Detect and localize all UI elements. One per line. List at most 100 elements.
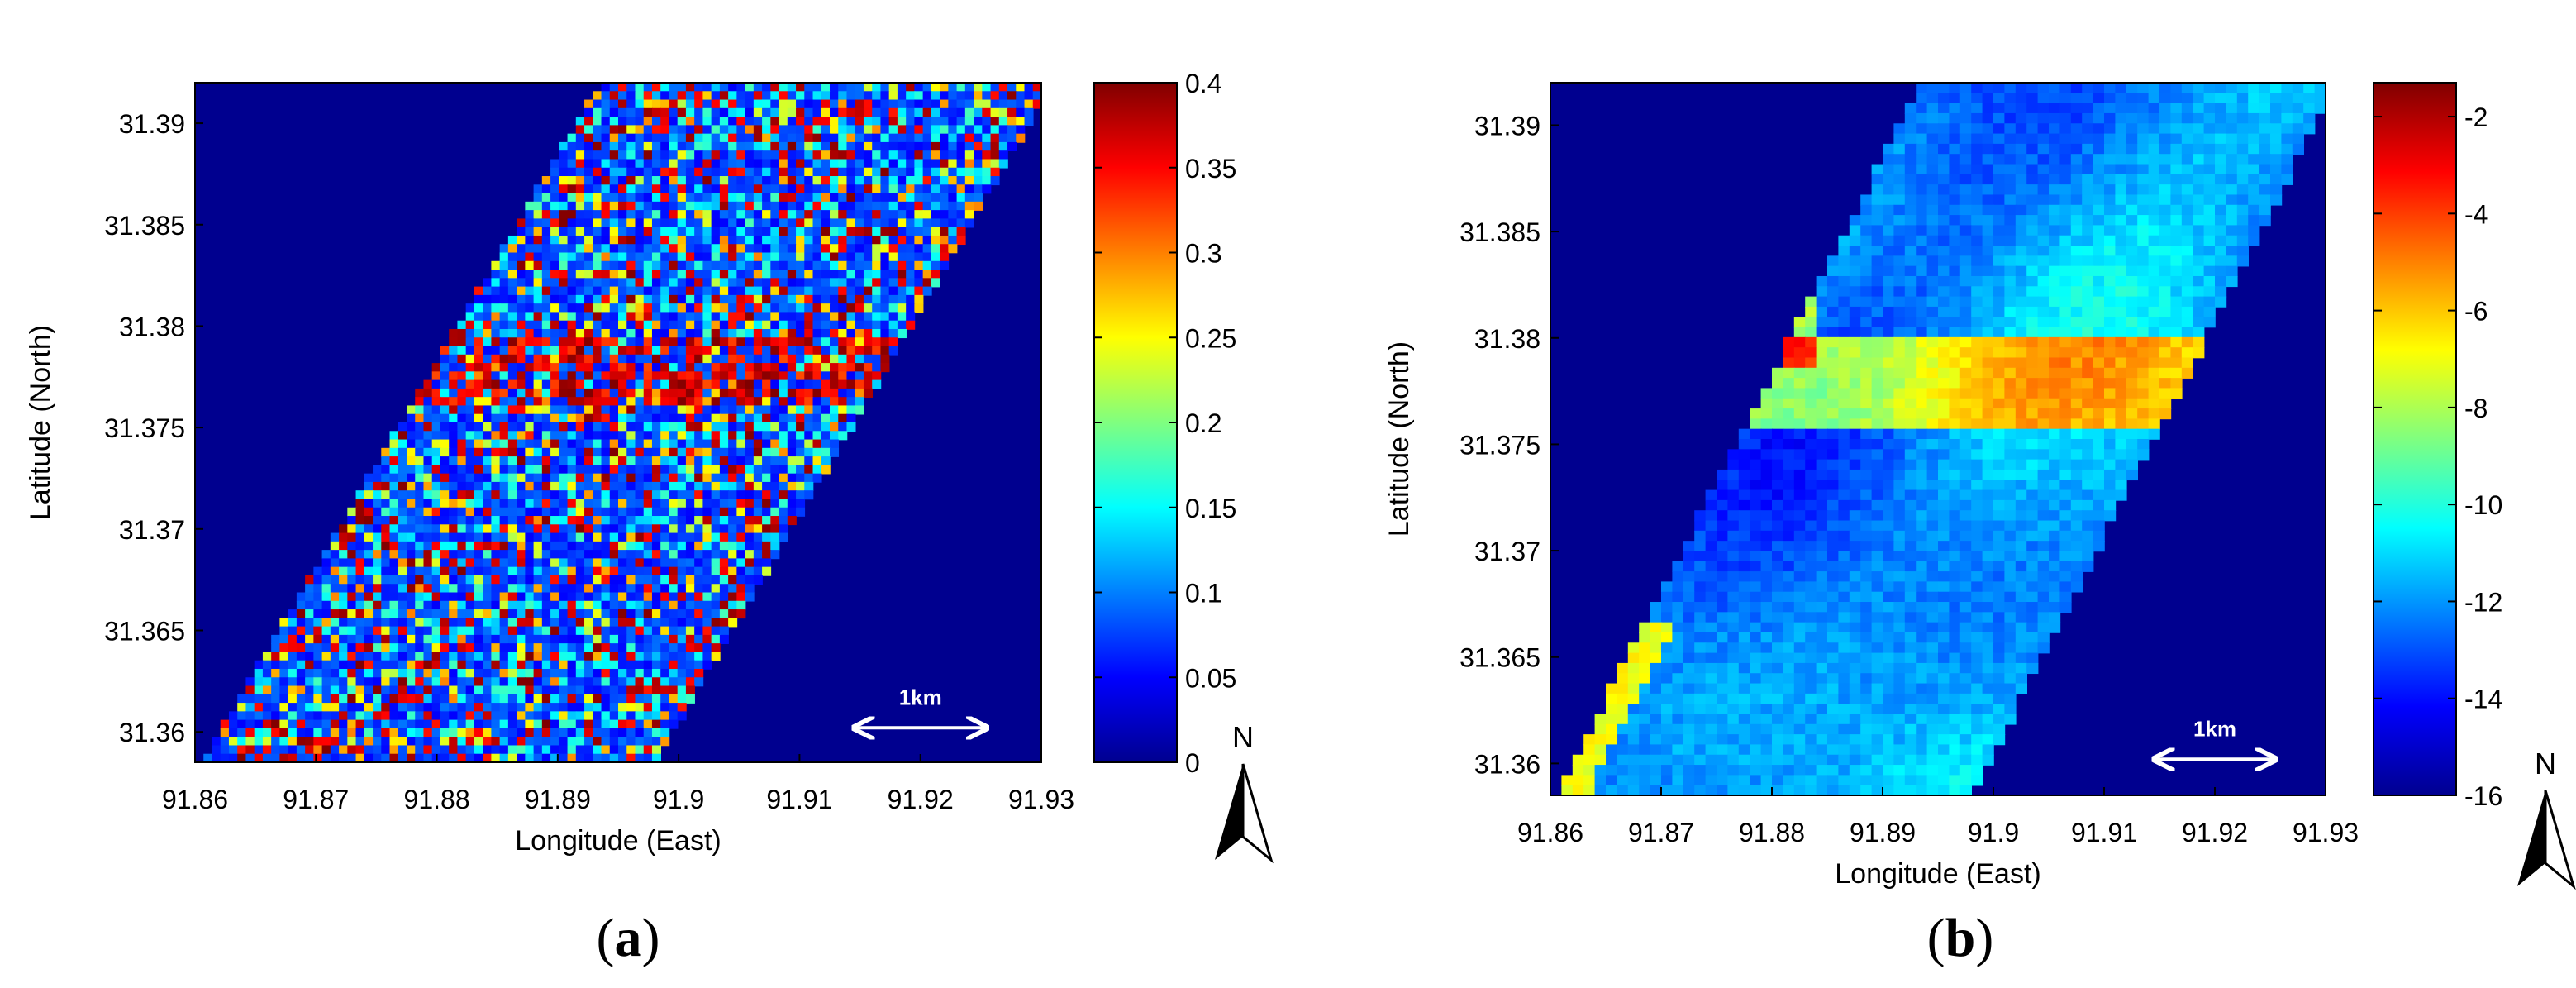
heatmap-cell xyxy=(660,490,670,500)
heatmap-cell xyxy=(389,643,399,653)
heatmap-cell xyxy=(415,728,425,737)
heatmap-cell xyxy=(745,107,755,117)
heatmap-cell xyxy=(651,286,661,296)
heatmap-cell xyxy=(660,481,670,491)
heatmap-cell xyxy=(584,626,594,636)
heatmap-cell xyxy=(685,618,695,628)
heatmap-cell xyxy=(499,711,509,721)
heatmap-cell xyxy=(821,303,831,313)
heatmap-cell xyxy=(389,685,399,695)
heatmap-cell xyxy=(288,685,298,695)
heatmap-cell xyxy=(449,609,459,619)
heatmap-cell xyxy=(2215,235,2227,246)
heatmap-cell xyxy=(2159,164,2172,175)
heatmap-cell xyxy=(2170,83,2183,94)
heatmap-cell xyxy=(593,235,602,246)
heatmap-cell xyxy=(1016,117,1026,126)
heatmap-cell xyxy=(838,405,848,415)
heatmap-cell xyxy=(407,584,417,594)
heatmap-cell xyxy=(440,431,450,441)
heatmap-cell xyxy=(651,167,661,177)
heatmap-cell xyxy=(626,201,636,211)
heatmap-cell xyxy=(956,235,966,246)
heatmap-cell xyxy=(830,405,840,415)
heatmap-cell xyxy=(804,456,814,466)
heatmap-cell xyxy=(897,184,907,194)
heatmap-cell xyxy=(728,575,738,585)
heatmap-cell xyxy=(449,397,459,407)
heatmap-cell xyxy=(305,694,315,704)
heatmap-cell xyxy=(964,99,974,109)
heatmap-cell xyxy=(2082,246,2094,257)
heatmap-cell xyxy=(948,125,958,135)
heatmap-cell xyxy=(364,626,374,636)
heatmap-cell xyxy=(220,719,230,729)
heatmap-cell xyxy=(339,737,349,747)
heatmap-cell xyxy=(559,278,569,288)
heatmap-cell xyxy=(906,176,916,186)
heatmap-cell xyxy=(964,117,974,126)
heatmap-cell xyxy=(559,218,569,228)
heatmap-cell xyxy=(584,184,594,194)
heatmap-cell xyxy=(669,379,679,389)
heatmap-cell xyxy=(669,558,679,568)
heatmap-cell xyxy=(804,117,814,126)
heatmap-cell xyxy=(2004,194,2017,206)
heatmap-cell xyxy=(914,294,924,304)
heatmap-cell xyxy=(279,694,289,704)
heatmap-cell xyxy=(914,193,924,203)
heatmap-cell xyxy=(296,643,306,653)
heatmap-cell xyxy=(575,668,585,679)
heatmap-cell xyxy=(643,252,653,262)
heatmap-cell xyxy=(1971,83,1983,94)
heatmap-cell xyxy=(483,728,493,737)
heatmap-cell xyxy=(711,125,721,135)
heatmap-cell xyxy=(643,303,653,313)
x-tick-label: 91.93 xyxy=(1008,785,1074,814)
heatmap-cell xyxy=(601,745,611,755)
heatmap-cell xyxy=(685,346,695,356)
heatmap-cell xyxy=(956,91,966,101)
heatmap-cell xyxy=(525,592,535,602)
heatmap-cell xyxy=(685,422,695,432)
heatmap-cell xyxy=(533,600,543,610)
heatmap-cell xyxy=(651,660,661,670)
heatmap-cell xyxy=(880,91,890,101)
heatmap-cell xyxy=(381,694,391,704)
heatmap-cell xyxy=(804,125,814,135)
heatmap-cell xyxy=(305,626,315,636)
heatmap-cell xyxy=(525,558,535,568)
heatmap-cell xyxy=(779,218,788,228)
heatmap-cell xyxy=(651,745,661,755)
heatmap-cell xyxy=(728,184,738,194)
heatmap-cell xyxy=(347,584,357,594)
heatmap-cell xyxy=(728,499,738,508)
heatmap-cell xyxy=(550,159,560,169)
heatmap-cell xyxy=(550,278,560,288)
heatmap-cell xyxy=(702,235,712,246)
heatmap-cell xyxy=(449,507,459,517)
heatmap-cell xyxy=(888,91,898,101)
heatmap-cell xyxy=(880,150,890,160)
heatmap-cell xyxy=(321,550,331,560)
heatmap-cell xyxy=(2059,174,2072,185)
heatmap-cell xyxy=(593,363,602,373)
heatmap-cell xyxy=(728,388,738,398)
heatmap-cell xyxy=(770,550,780,560)
heatmap-cell xyxy=(609,524,619,534)
heatmap-cell xyxy=(559,413,569,423)
heatmap-cell xyxy=(440,456,450,466)
heatmap-cell xyxy=(313,566,323,576)
heatmap-cell xyxy=(787,439,797,449)
heatmap-cell xyxy=(685,592,695,602)
heatmap-cell xyxy=(407,516,417,526)
heatmap-cell xyxy=(643,737,653,747)
heatmap-cell xyxy=(685,125,695,135)
heatmap-cell xyxy=(1883,215,1895,227)
heatmap-cell xyxy=(517,737,526,747)
heatmap-cell xyxy=(753,431,763,441)
heatmap-cell xyxy=(872,252,882,262)
heatmap-cell xyxy=(541,328,551,339)
heatmap-cell xyxy=(2115,194,2127,206)
heatmap-cell xyxy=(830,125,840,135)
